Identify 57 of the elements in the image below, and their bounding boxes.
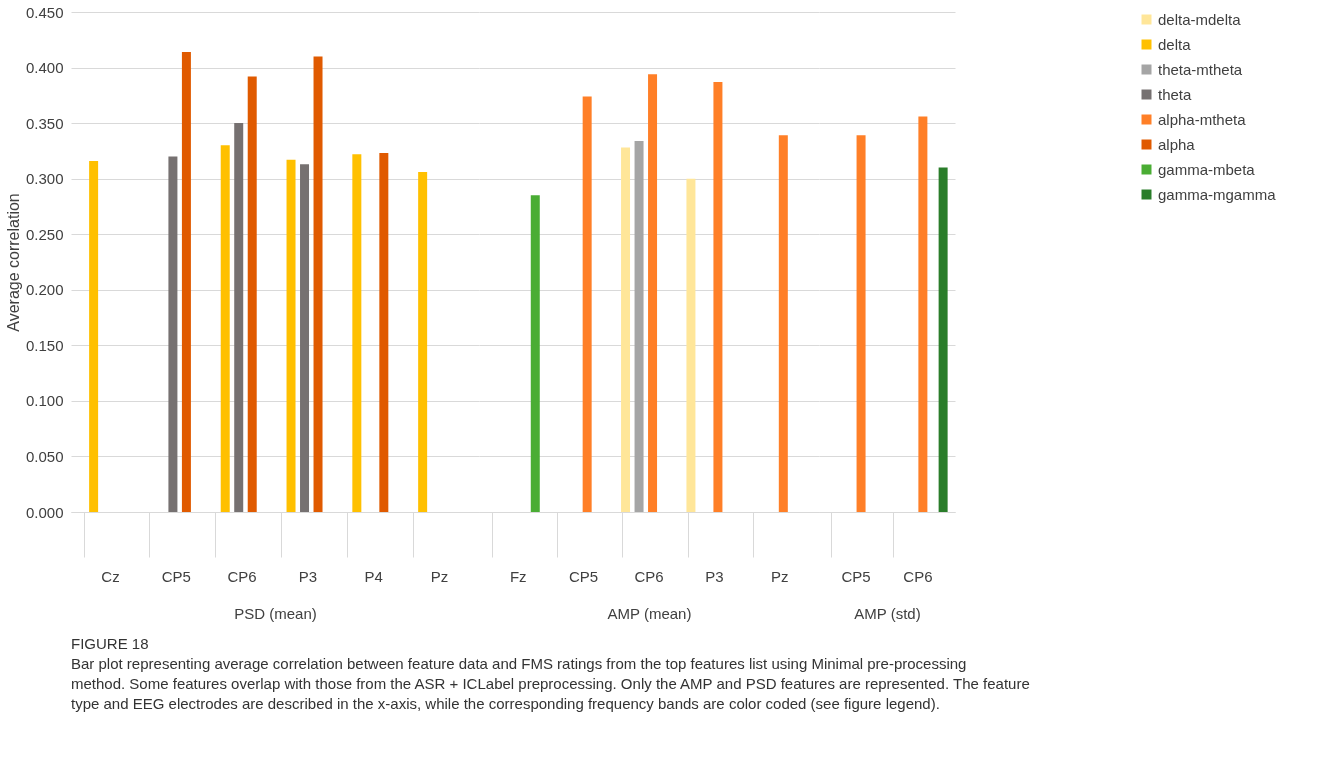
- legend-label: gamma-mgamma: [1158, 185, 1277, 203]
- legend-label: alpha: [1158, 135, 1196, 153]
- y-tick-label: 0.250: [25, 225, 64, 243]
- legend-label: theta: [1158, 85, 1193, 103]
- legend-label: delta-mdelta: [1158, 10, 1242, 28]
- legend-label: delta: [1158, 35, 1192, 53]
- bar: [89, 160, 99, 512]
- x-tick-label: CP5: [161, 567, 191, 585]
- bar: [530, 195, 540, 512]
- bar: [634, 140, 644, 512]
- bar: [313, 56, 323, 512]
- x-tick-label: CP6: [227, 567, 257, 585]
- legend-label: gamma-mbeta: [1158, 160, 1256, 178]
- bar: [648, 74, 658, 512]
- bar: [234, 123, 244, 512]
- y-tick-label: 0.200: [25, 281, 64, 299]
- x-tick-label: Pz: [771, 567, 789, 585]
- x-tick-label: CP5: [841, 567, 871, 585]
- x-tick-label: Cz: [101, 567, 120, 585]
- y-tick-label: 0.400: [25, 59, 64, 77]
- x-tick-label: P4: [364, 567, 383, 585]
- bar: [686, 178, 696, 512]
- legend-label: theta-mtheta: [1158, 60, 1243, 78]
- x-tick-label: CP5: [569, 567, 599, 585]
- bar: [582, 96, 592, 512]
- bar: [778, 135, 788, 512]
- bar: [247, 76, 257, 512]
- y-tick-label: 0.300: [25, 170, 64, 188]
- y-axis-title: Average correlation: [4, 193, 22, 332]
- bar: [300, 164, 310, 512]
- bar: [181, 52, 191, 512]
- y-tick-label: 0.050: [25, 447, 64, 465]
- bar: [713, 82, 723, 512]
- text: Bar plot representing average correlation between feature data and FMS ratings from the top features list using Minimal pre-processing method. Some features overlap with those from the ASR + ICLabel preprocessing. Only the AMP and PSD features are represented. The feature type and EEG electrodes are described in the x-axis, while the corresponding frequency bands are color coded (see figure legend).: [71, 655, 1030, 712]
- bar: [220, 145, 230, 512]
- y-tick-label: 0.000: [25, 503, 64, 521]
- y-tick-label: 0.450: [25, 3, 64, 21]
- legend-label: alpha-mtheta: [1158, 110, 1247, 128]
- y-tick-label: 0.100: [25, 392, 64, 410]
- x-axis-title: AMP (mean): [607, 604, 692, 622]
- y-tick-label: 0.150: [25, 336, 64, 354]
- x-tick-label: CP6: [634, 567, 664, 585]
- x-axis-title: AMP (std): [854, 604, 921, 622]
- bar: [418, 172, 428, 512]
- bar: [352, 154, 362, 512]
- x-tick-label: Fz: [509, 567, 527, 585]
- x-tick-label: P3: [705, 567, 724, 585]
- bar: [286, 159, 296, 512]
- bar: [621, 147, 631, 512]
- x-tick-label: Pz: [430, 567, 449, 585]
- bar: [168, 156, 178, 512]
- y-tick-label: 0.350: [25, 114, 64, 132]
- x-tick-label: CP6: [903, 567, 933, 585]
- bar: [379, 153, 389, 512]
- x-axis-title: PSD (mean): [234, 604, 317, 622]
- caption: FIGURE 18: [71, 635, 149, 652]
- x-tick-label: P3: [298, 567, 318, 585]
